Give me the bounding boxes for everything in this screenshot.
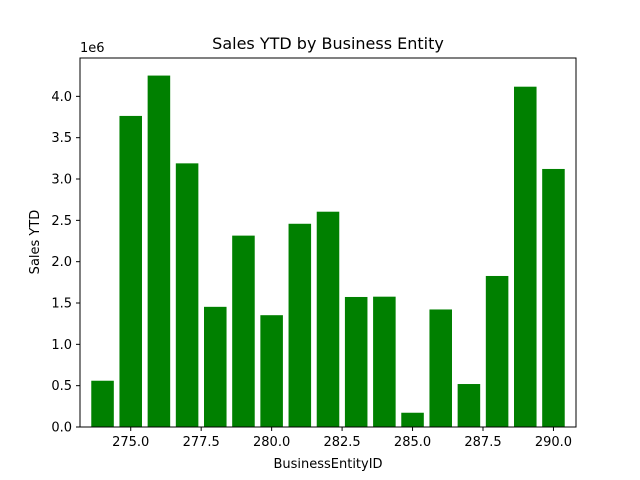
bar-282	[316, 211, 340, 427]
bar-279	[232, 235, 255, 427]
bar-286	[429, 309, 452, 427]
y-tick-label: 2.0	[51, 255, 72, 270]
bar-284	[373, 296, 396, 427]
bar-274	[91, 380, 114, 427]
bar-281	[288, 223, 312, 427]
bar-277	[175, 163, 199, 428]
y-axis-label: Sales YTD	[28, 210, 43, 275]
plot-frame	[79, 57, 577, 428]
x-ticks-group: 275.0 277.5 280.0 282.5 285.0 287.5 290.0	[112, 427, 572, 450]
y-tick-label: 4.0	[51, 90, 72, 105]
y-ticks-group: 0.0 0.5 1.0 1.5 2.0 2.5 3.0 3.5 4.0	[51, 90, 80, 436]
x-tick-label: 277.5	[183, 435, 220, 450]
x-tick-label: 285.0	[394, 435, 431, 450]
bar-288	[485, 275, 509, 427]
y-tick-label: 3.5	[51, 131, 72, 146]
y-tick-label: 0.5	[51, 379, 72, 394]
bar-280	[260, 315, 283, 427]
y-tick-label: 3.0	[51, 173, 72, 188]
y-tick-label: 1.5	[51, 297, 72, 312]
y-offset-label: 1e6	[80, 41, 105, 56]
chart-title: Sales YTD by Business Entity	[212, 34, 444, 53]
bar-285	[401, 412, 424, 427]
bar-278	[204, 306, 227, 427]
x-tick-label: 280.0	[253, 435, 290, 450]
y-tick-label: 2.5	[51, 214, 72, 229]
y-tick-label: 0.0	[51, 421, 72, 436]
x-tick-label: 290.0	[535, 435, 572, 450]
bar-290	[542, 168, 565, 428]
bar-275	[119, 115, 142, 428]
bar-287	[457, 384, 481, 427]
x-tick-label: 282.5	[323, 435, 360, 450]
bar-276	[147, 75, 171, 427]
bar-283	[344, 296, 368, 427]
x-tick-label: 287.5	[464, 435, 501, 450]
y-tick-label: 1.0	[51, 338, 72, 353]
bars-group	[91, 75, 565, 428]
x-tick-label: 275.0	[112, 435, 149, 450]
x-axis-label: BusinessEntityID	[273, 457, 382, 472]
bar-289	[514, 86, 537, 427]
